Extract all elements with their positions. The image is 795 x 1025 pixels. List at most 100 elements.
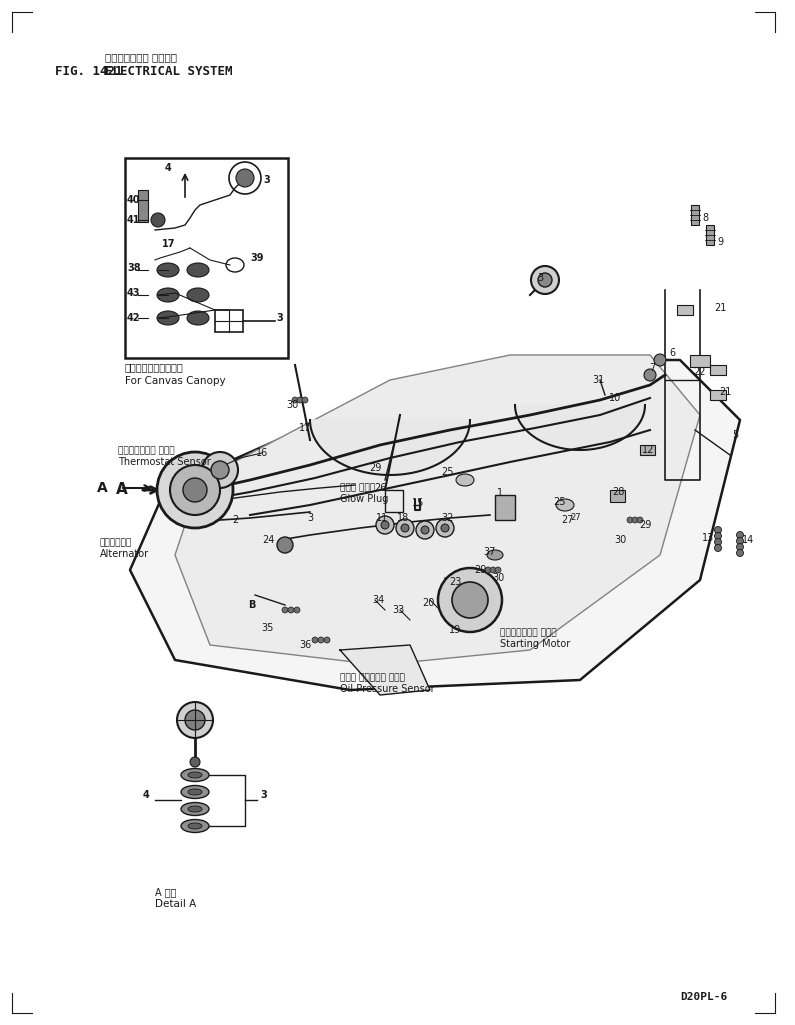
Polygon shape bbox=[515, 405, 645, 450]
Ellipse shape bbox=[187, 263, 209, 277]
Circle shape bbox=[312, 637, 318, 643]
Text: D20PL-6: D20PL-6 bbox=[680, 992, 727, 1002]
Circle shape bbox=[736, 549, 743, 557]
Text: 19: 19 bbox=[449, 625, 461, 636]
Bar bbox=[495, 495, 515, 520]
Circle shape bbox=[318, 637, 324, 643]
Circle shape bbox=[277, 537, 293, 554]
Text: 20: 20 bbox=[422, 598, 434, 608]
Text: A: A bbox=[97, 481, 108, 495]
Text: エレクトリカル システム: エレクトリカル システム bbox=[105, 52, 177, 62]
Text: 16: 16 bbox=[256, 448, 268, 458]
Circle shape bbox=[495, 567, 501, 573]
Text: A 詳細: A 詳細 bbox=[155, 887, 176, 897]
Ellipse shape bbox=[556, 499, 574, 511]
Text: 42: 42 bbox=[149, 345, 161, 355]
Text: For Canvas Canopy: For Canvas Canopy bbox=[125, 376, 226, 386]
Circle shape bbox=[452, 582, 488, 618]
Circle shape bbox=[376, 516, 394, 534]
Bar bbox=[215, 310, 243, 332]
Text: 21: 21 bbox=[719, 387, 731, 397]
Ellipse shape bbox=[188, 806, 202, 812]
Circle shape bbox=[637, 517, 643, 523]
Text: 28: 28 bbox=[612, 487, 624, 497]
Bar bbox=[385, 490, 403, 512]
Text: スターティング モータ: スターティング モータ bbox=[500, 628, 556, 637]
Circle shape bbox=[436, 519, 454, 537]
Text: 30: 30 bbox=[614, 535, 626, 545]
Circle shape bbox=[538, 273, 552, 287]
Text: 38: 38 bbox=[127, 263, 141, 273]
Polygon shape bbox=[310, 420, 470, 475]
Text: 39: 39 bbox=[250, 253, 263, 263]
Text: 29: 29 bbox=[369, 463, 381, 473]
Text: Oil Pressure Sensor: Oil Pressure Sensor bbox=[340, 684, 435, 694]
Text: 8: 8 bbox=[702, 213, 708, 223]
Circle shape bbox=[396, 519, 414, 537]
Bar bbox=[706, 226, 714, 245]
Text: 27: 27 bbox=[562, 515, 574, 525]
Text: A: A bbox=[116, 483, 128, 497]
Circle shape bbox=[151, 213, 165, 227]
Text: 33: 33 bbox=[392, 605, 404, 615]
Text: FIG. 1421: FIG. 1421 bbox=[55, 65, 122, 78]
Text: 31: 31 bbox=[591, 375, 604, 385]
Text: 3: 3 bbox=[260, 790, 267, 800]
Text: 32: 32 bbox=[442, 512, 454, 523]
Text: 25: 25 bbox=[442, 467, 454, 477]
Text: グロー プラグ: グロー プラグ bbox=[340, 483, 375, 492]
Text: Thermostat Sensor: Thermostat Sensor bbox=[118, 457, 211, 467]
Bar bbox=[125, 158, 288, 358]
Circle shape bbox=[627, 517, 633, 523]
Bar bbox=[690, 355, 710, 367]
Circle shape bbox=[644, 369, 656, 381]
Text: サーモスタット センサ: サーモスタット センサ bbox=[118, 446, 175, 455]
Text: 4: 4 bbox=[165, 163, 172, 173]
Text: Detail A: Detail A bbox=[155, 899, 196, 909]
Text: 6: 6 bbox=[669, 348, 675, 358]
Circle shape bbox=[185, 710, 205, 730]
Text: 26: 26 bbox=[374, 483, 386, 493]
Circle shape bbox=[490, 567, 496, 573]
Ellipse shape bbox=[188, 823, 202, 829]
Ellipse shape bbox=[187, 311, 209, 325]
Text: 3: 3 bbox=[307, 512, 313, 523]
Text: 35: 35 bbox=[262, 623, 274, 633]
Circle shape bbox=[157, 452, 233, 528]
Circle shape bbox=[236, 169, 254, 187]
Ellipse shape bbox=[157, 311, 179, 325]
Text: ELECTRICAL SYSTEM: ELECTRICAL SYSTEM bbox=[105, 65, 232, 78]
Circle shape bbox=[297, 397, 303, 403]
Circle shape bbox=[715, 533, 722, 539]
Text: オイル プレッシャ センサ: オイル プレッシャ センサ bbox=[340, 673, 405, 682]
Text: 30: 30 bbox=[492, 573, 504, 583]
Text: Starting Motor: Starting Motor bbox=[500, 639, 570, 649]
Ellipse shape bbox=[181, 803, 209, 816]
Text: 12: 12 bbox=[642, 445, 654, 455]
Text: 39: 39 bbox=[256, 310, 268, 320]
Text: 30: 30 bbox=[286, 400, 298, 410]
Text: 1: 1 bbox=[497, 488, 503, 498]
Text: 10: 10 bbox=[609, 393, 621, 403]
Circle shape bbox=[177, 702, 213, 738]
Circle shape bbox=[211, 461, 229, 479]
Text: 3: 3 bbox=[276, 313, 283, 323]
Text: 43: 43 bbox=[149, 333, 161, 343]
Text: 40: 40 bbox=[149, 266, 161, 277]
Ellipse shape bbox=[181, 769, 209, 781]
Ellipse shape bbox=[181, 820, 209, 832]
Ellipse shape bbox=[187, 288, 209, 302]
Text: 11: 11 bbox=[376, 512, 388, 523]
Bar bbox=[691, 205, 699, 226]
Circle shape bbox=[715, 538, 722, 545]
Polygon shape bbox=[340, 645, 430, 695]
Circle shape bbox=[416, 521, 434, 539]
Text: 42: 42 bbox=[127, 313, 141, 323]
Text: 18: 18 bbox=[397, 512, 409, 523]
Circle shape bbox=[441, 524, 449, 532]
Circle shape bbox=[190, 757, 200, 767]
Text: 34: 34 bbox=[372, 594, 384, 605]
Circle shape bbox=[632, 517, 638, 523]
Text: Glow Plug: Glow Plug bbox=[340, 494, 389, 504]
Text: キャンバスキャノピ用: キャンバスキャノピ用 bbox=[125, 362, 184, 372]
